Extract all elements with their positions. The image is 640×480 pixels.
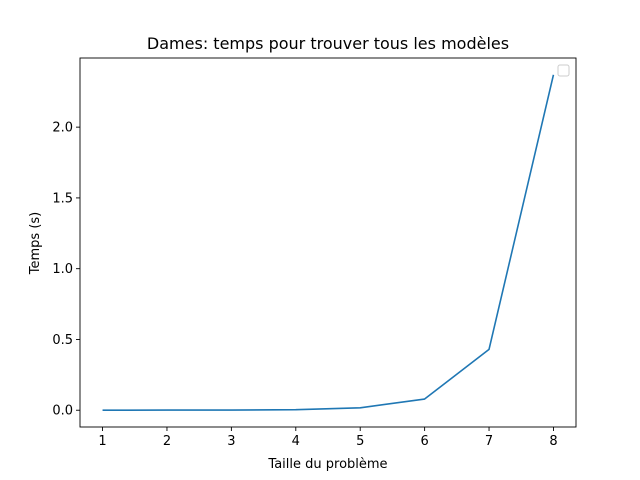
x-axis-title: Taille du problème bbox=[267, 457, 387, 472]
x-tick-label: 6 bbox=[420, 434, 428, 449]
data-point bbox=[359, 407, 361, 409]
x-tick-label: 8 bbox=[549, 434, 557, 449]
data-point bbox=[553, 74, 555, 76]
chart-title: Dames: temps pour trouver tous les modèl… bbox=[147, 34, 509, 53]
y-axis-title: Temps (s) bbox=[28, 212, 43, 275]
data-point bbox=[488, 349, 490, 351]
x-tick-label: 2 bbox=[163, 434, 171, 449]
y-tick-label: 0.0 bbox=[52, 404, 73, 419]
data-point bbox=[231, 409, 233, 411]
axes-background bbox=[80, 58, 576, 427]
y-tick-label: 1.5 bbox=[52, 191, 73, 206]
series-line bbox=[102, 74, 555, 411]
y-tick-label: 2.0 bbox=[52, 121, 73, 136]
y-tick-label: 1.0 bbox=[52, 262, 73, 277]
y-tick-label: 0.5 bbox=[52, 333, 73, 348]
legend-box bbox=[557, 64, 570, 77]
data-point bbox=[166, 409, 168, 411]
x-tick-label: 3 bbox=[227, 434, 235, 449]
data-point bbox=[295, 409, 297, 411]
x-tick-label: 4 bbox=[292, 434, 300, 449]
x-tick-label: 1 bbox=[98, 434, 106, 449]
axes-frame bbox=[79, 57, 577, 428]
data-point bbox=[102, 409, 104, 411]
data-point bbox=[424, 398, 426, 400]
x-tick-label: 7 bbox=[485, 434, 493, 449]
x-tick-label: 5 bbox=[356, 434, 364, 449]
plot-area: 1 2 3 4 5 6 7 8 0.0 0.5 1.0 1.5 2.0 bbox=[52, 57, 577, 449]
